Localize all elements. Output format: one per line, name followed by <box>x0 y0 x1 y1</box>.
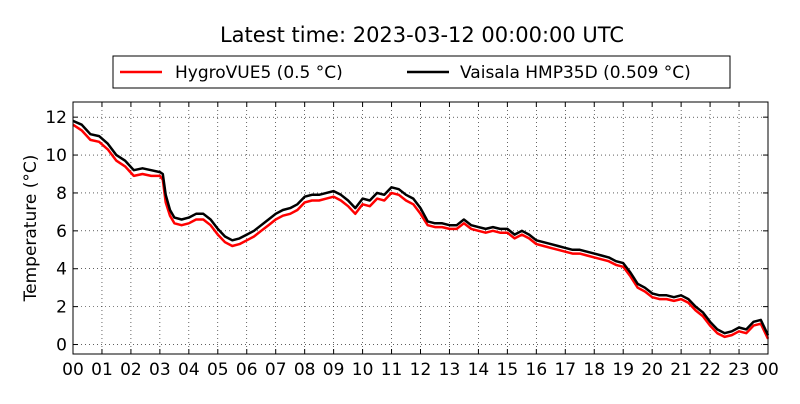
y-tick-label: 12 <box>45 108 67 128</box>
chart-title: Latest time: 2023-03-12 00:00:00 UTC <box>220 23 624 47</box>
x-tick-label: 12 <box>410 360 432 380</box>
x-tick-label: 04 <box>178 360 200 380</box>
legend-label-hygrovue5: HygroVUE5 (0.5 °C) <box>175 63 343 83</box>
x-tick-label: 16 <box>526 360 548 380</box>
x-tick-label: 08 <box>294 360 316 380</box>
grid <box>73 102 768 354</box>
x-tick-label: 03 <box>149 360 171 380</box>
legend: HygroVUE5 (0.5 °C) Vaisala HMP35D (0.509… <box>112 55 731 89</box>
y-tick-label: 0 <box>56 336 67 356</box>
x-tick-label: 09 <box>323 360 345 380</box>
y-tick-label: 8 <box>56 184 67 204</box>
x-tick-label: 06 <box>236 360 258 380</box>
x-tick-label: 15 <box>497 360 519 380</box>
y-tick-label: 2 <box>56 298 67 318</box>
series-lines <box>72 119 770 340</box>
x-tick-label: 18 <box>583 360 605 380</box>
x-tick-label: 00 <box>62 360 84 380</box>
x-tick-label: 11 <box>381 360 403 380</box>
x-tick-label: 00 <box>757 360 779 380</box>
x-tick-label: 13 <box>439 360 461 380</box>
x-tick-label: 07 <box>265 360 287 380</box>
legend-label-vaisala: Vaisala HMP35D (0.509 °C) <box>460 63 691 83</box>
plot-frame <box>72 101 769 355</box>
x-tick-label: 20 <box>641 360 663 380</box>
x-tick-label: 17 <box>554 360 576 380</box>
axis-ticks: 00 01 02 03 04 05 06 07 08 09 10 11 12 13 14 15 16 17 18 19… <box>45 102 779 380</box>
x-tick-label: 14 <box>468 360 490 380</box>
series-line-vaisala <box>72 119 770 336</box>
x-tick-label: 22 <box>699 360 721 380</box>
x-tick-label: 21 <box>670 360 692 380</box>
y-axis-label: Temperature (°C) <box>21 155 41 303</box>
y-tick-label: 10 <box>45 146 67 166</box>
x-tick-label: 02 <box>120 360 142 380</box>
x-tick-label: 01 <box>91 360 113 380</box>
x-tick-label: 05 <box>207 360 229 380</box>
y-tick-label: 4 <box>56 260 67 280</box>
x-tick-label: 19 <box>612 360 634 380</box>
y-tick-label: 6 <box>56 222 67 242</box>
series-line-hygrovue5 <box>72 123 770 340</box>
x-tick-label: 10 <box>352 360 374 380</box>
x-tick-label: 23 <box>728 360 750 380</box>
